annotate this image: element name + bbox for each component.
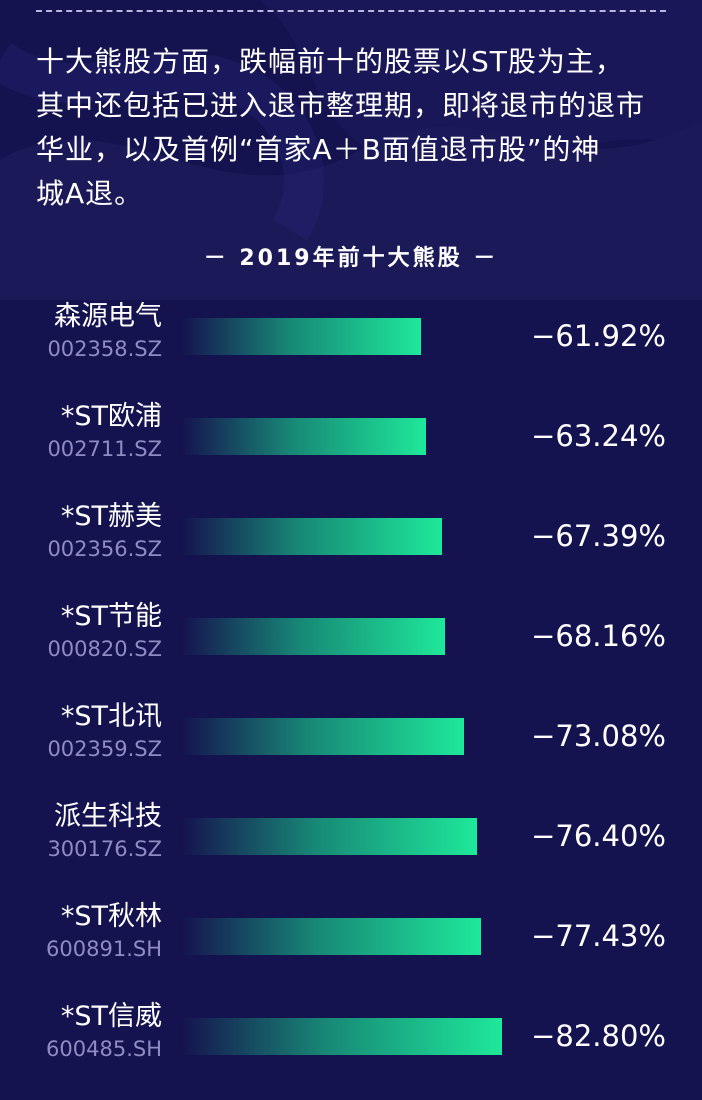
stock-code-label: 002711.SZ (47, 437, 162, 461)
stock-code-label: 000820.SZ (47, 637, 162, 661)
stock-name-label: *ST秋林 (60, 901, 162, 932)
stock-name-label: *ST节能 (60, 601, 162, 632)
decline-value-label: −77.43% (531, 919, 666, 953)
bar-row: *ST北讯 002359.SZ −73.08% (0, 700, 702, 800)
decline-bar (182, 718, 464, 755)
stock-name-label: 森源电气 (54, 301, 162, 332)
intro-line: 华业，以及首例“首家A＋B面值退市股”的神 (36, 133, 601, 166)
stock-code-label: 002359.SZ (47, 737, 162, 761)
intro-paragraph: 十大熊股方面，跌幅前十的股票以ST股为主， 其中还包括已进入退市整理期，即将退市… (36, 40, 676, 216)
intro-line: 十大熊股方面，跌幅前十的股票以ST股为主， (36, 45, 624, 78)
stock-name-label: *ST欧浦 (60, 401, 162, 432)
decline-value-label: −68.16% (531, 619, 666, 653)
bar-row: *ST秋林 600891.SH −77.43% (0, 900, 702, 1000)
decline-value-label: −73.08% (531, 719, 666, 753)
intro-line: 城A退。 (36, 177, 144, 210)
stock-code-label: 002358.SZ (47, 337, 162, 361)
decline-bar (182, 518, 442, 555)
decline-value-label: −67.39% (531, 519, 666, 553)
bar-row: *ST信威 600485.SH −82.80% (0, 1000, 702, 1100)
decline-value-label: −82.80% (531, 1019, 666, 1053)
decline-bar (182, 318, 421, 355)
background-wave-decoration (0, 0, 702, 300)
dashed-divider (36, 10, 666, 12)
stock-code-label: 600485.SH (46, 1037, 162, 1061)
stock-name-label: *ST北讯 (60, 701, 162, 732)
bar-row: *ST欧浦 002711.SZ −63.24% (0, 400, 702, 500)
stock-code-label: 002356.SZ (47, 537, 162, 561)
stock-name-label: *ST赫美 (60, 501, 162, 532)
decline-bar (182, 618, 445, 655)
bar-row: *ST节能 000820.SZ −68.16% (0, 600, 702, 700)
decline-bar (182, 918, 481, 955)
decline-value-label: −76.40% (531, 819, 666, 853)
decline-value-label: −61.92% (531, 319, 666, 353)
chart-title: － 2019年前十大熊股 － (203, 246, 499, 271)
decline-bar (182, 1018, 502, 1055)
intro-line: 其中还包括已进入退市整理期，即将退市的退市 (36, 89, 646, 122)
stock-code-label: 300176.SZ (47, 837, 162, 861)
decline-bar (182, 418, 426, 455)
stock-code-label: 600891.SH (46, 937, 162, 961)
bar-row: 派生科技 300176.SZ −76.40% (0, 800, 702, 900)
decline-value-label: −63.24% (531, 419, 666, 453)
stock-name-label: 派生科技 (54, 801, 162, 832)
bar-row: 森源电气 002358.SZ −61.92% (0, 300, 702, 400)
stock-name-label: *ST信威 (60, 1001, 162, 1032)
decline-bar (182, 818, 477, 855)
bar-row: *ST赫美 002356.SZ −67.39% (0, 500, 702, 600)
